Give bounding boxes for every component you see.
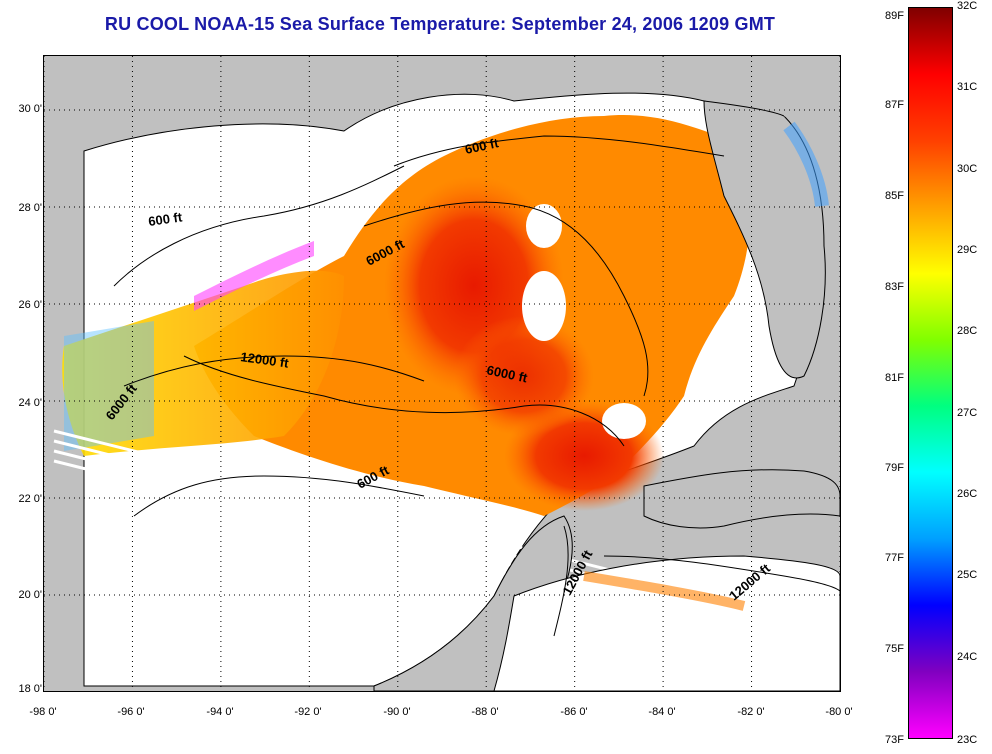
graticule bbox=[44, 56, 840, 691]
lat-label: 30 0' bbox=[18, 103, 42, 115]
colorbar-label-c: 25C bbox=[957, 569, 978, 581]
cloud-patch bbox=[526, 204, 562, 248]
cuba-land bbox=[643, 469, 840, 529]
colorbar-label-f: 81F bbox=[885, 372, 904, 384]
lat-label: 28 0' bbox=[18, 202, 42, 214]
colorbar-label-f: 87F bbox=[885, 99, 904, 111]
lon-label: -80 0' bbox=[825, 706, 853, 718]
lat-label: 20 0' bbox=[18, 589, 42, 601]
lon-label: -92 0' bbox=[294, 706, 322, 718]
colorbar-label-c: 24C bbox=[957, 651, 978, 663]
contour-label-600-n: 600 ft bbox=[464, 135, 501, 157]
contour-label-600-nw: 600 ft bbox=[147, 209, 183, 229]
colorbar-label-f: 75F bbox=[885, 643, 904, 655]
colorbar-label-c: 23C bbox=[957, 734, 978, 746]
lon-label: -86 0' bbox=[560, 706, 588, 718]
lat-label: 22 0' bbox=[18, 493, 42, 505]
colorbar-label-f: 83F bbox=[885, 281, 904, 293]
contour-label-12000-w: 12000 ft bbox=[240, 349, 291, 371]
colorbar-label-c: 32C bbox=[957, 0, 978, 12]
colorbar-label-f: 89F bbox=[885, 10, 904, 22]
lon-label: -90 0' bbox=[383, 706, 411, 718]
lat-label: 24 0' bbox=[18, 397, 42, 409]
lat-label: 18 0' bbox=[18, 683, 42, 695]
colorbar-label-c: 26C bbox=[957, 488, 978, 500]
lon-label: -88 0' bbox=[471, 706, 499, 718]
colorbar-label-c: 31C bbox=[957, 81, 978, 93]
colorbar-label-c: 27C bbox=[957, 407, 978, 419]
cloud-patch bbox=[719, 306, 769, 366]
lat-label: 26 0' bbox=[18, 299, 42, 311]
colorbar-label-f: 77F bbox=[885, 552, 904, 564]
temperature-colorbar bbox=[908, 7, 953, 739]
cool-coastal-fringe bbox=[64, 321, 154, 451]
colorbar-label-f: 73F bbox=[885, 734, 904, 746]
lon-label: -94 0' bbox=[206, 706, 234, 718]
lon-label: -84 0' bbox=[648, 706, 676, 718]
colorbar-label-c: 30C bbox=[957, 163, 978, 175]
sst-hot-core-center bbox=[454, 316, 594, 436]
colorbar-label-c: 28C bbox=[957, 325, 978, 337]
lon-label: -96 0' bbox=[117, 706, 145, 718]
cloud-patch bbox=[522, 271, 566, 341]
florida-land bbox=[703, 100, 826, 379]
map-title: RU COOL NOAA-15 Sea Surface Temperature:… bbox=[104, 14, 776, 34]
lon-label: -82 0' bbox=[737, 706, 765, 718]
map-canvas: 600 ft 600 ft 6000 ft 12000 ft 6000 ft 6… bbox=[44, 56, 840, 691]
colorbar-label-f: 79F bbox=[885, 462, 904, 474]
colorbar-label-c: 29C bbox=[957, 244, 978, 256]
cloud-patch bbox=[602, 403, 646, 439]
colorbar-label-f: 85F bbox=[885, 190, 904, 202]
lon-label: -98 0' bbox=[29, 706, 57, 718]
sst-map: 600 ft 600 ft 6000 ft 12000 ft 6000 ft 6… bbox=[43, 55, 841, 692]
bathymetry-contours bbox=[113, 135, 840, 637]
